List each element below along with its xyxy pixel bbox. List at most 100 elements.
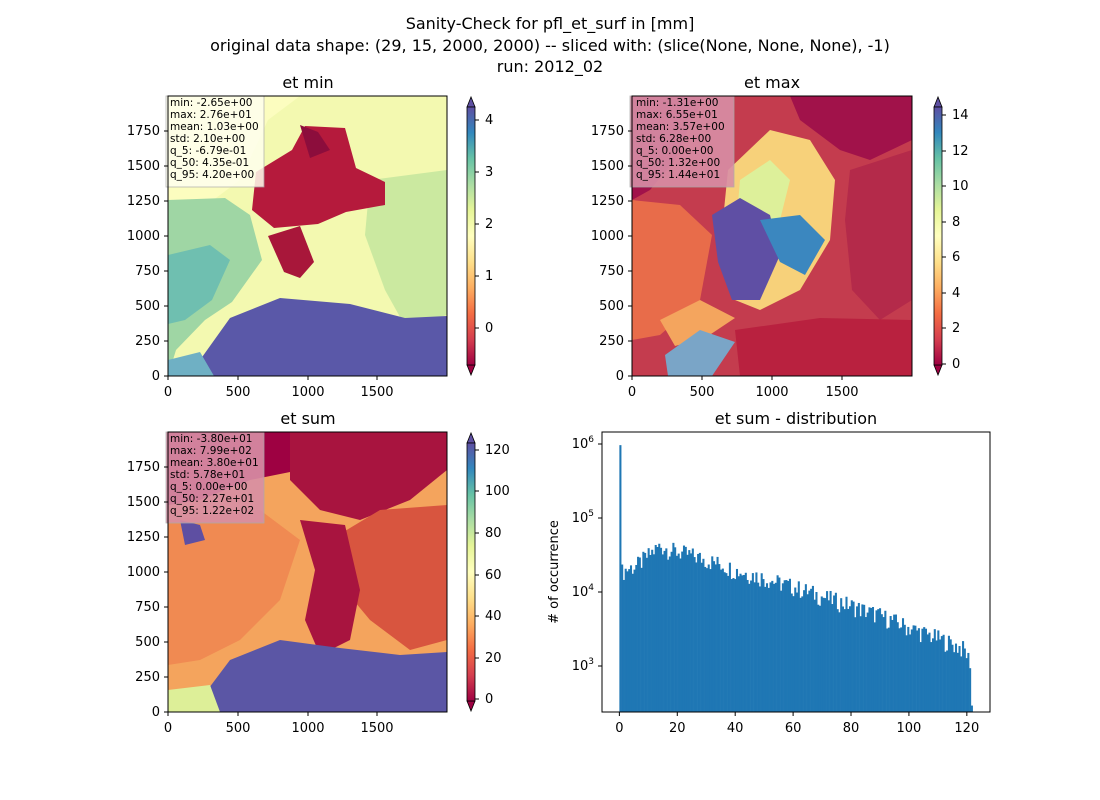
et-max-cb-tick-2: 2 (952, 321, 960, 336)
histogram-bar (810, 588, 813, 712)
et-min-cb-tick-4: 4 (485, 113, 493, 128)
histogram-bar (889, 616, 892, 712)
histogram-bar (660, 547, 663, 712)
histogram-bar (781, 583, 784, 712)
histogram-y-axis-label: # of occurrence (547, 520, 562, 624)
histogram-xtick-label: 0 (615, 721, 623, 736)
histogram-bar (856, 606, 859, 712)
figure-title-line-2: original data shape: (29, 15, 2000, 2000… (210, 36, 890, 55)
histogram-bar (771, 580, 774, 712)
et-sum-cb-tick-60: 60 (485, 568, 502, 583)
et-min-stat-min: min: -2.65e+00 (170, 97, 252, 109)
histogram-bar (919, 642, 922, 712)
histogram-bar (645, 557, 648, 712)
panel-et-min-title: et min (282, 73, 333, 92)
histogram-bar (773, 583, 776, 712)
et-sum-cb-tick-120: 120 (485, 443, 510, 458)
histogram-bar (806, 594, 809, 712)
histogram-bar (834, 592, 837, 712)
et-sum-colorbar: 0 20 40 60 80 100 120 (466, 431, 510, 713)
histogram-bar (758, 586, 761, 712)
histogram-bar (670, 551, 673, 712)
histogram-bar (656, 546, 659, 712)
histogram-bar (794, 587, 797, 712)
histogram-bar (642, 551, 645, 712)
et-min-ytick-750: 750 (135, 264, 160, 279)
et-max-cb-tick-10: 10 (952, 179, 969, 194)
et-sum-x-ticks: 0 500 1000 1500 (164, 712, 394, 736)
et-min-cb-tick-0: 0 (485, 321, 493, 336)
et-max-stats-box (629, 95, 735, 188)
histogram-bar (716, 556, 719, 712)
et-max-colorbar: 0 2 4 6 8 10 12 14 (933, 95, 969, 377)
histogram-bar (836, 609, 839, 712)
histogram-bar (698, 552, 701, 712)
et-sum-ytick-1750: 1750 (127, 460, 160, 475)
histogram-bar (907, 626, 910, 712)
histogram-bar (896, 622, 899, 712)
histogram-bar (619, 445, 622, 712)
histogram-bars (619, 445, 973, 712)
panel-et-sum: et sum min: -3.80e+01 max: 7.99e+02 mean… (127, 409, 510, 736)
et-sum-y-ticks: 0 250 500 750 1000 1250 1500 1750 (127, 460, 168, 720)
histogram-bar (868, 607, 871, 712)
histogram-bar (841, 606, 844, 712)
histogram-bar (820, 596, 823, 712)
histogram-bar (739, 573, 742, 712)
histogram-bar (652, 554, 655, 712)
histogram-bar (900, 627, 903, 712)
histogram-bar (831, 604, 834, 712)
histogram-bar (723, 572, 726, 712)
et-min-stats-box (165, 95, 265, 188)
histogram-frame (601, 431, 991, 713)
et-min-ytick-1000: 1000 (127, 229, 160, 244)
et-sum-ytick-500: 500 (135, 635, 160, 650)
et-sum-xtick-1000: 1000 (291, 721, 324, 736)
et-min-ytick-250: 250 (135, 334, 160, 349)
histogram-bar (801, 596, 804, 712)
panel-et-min: et min min: -2.65e+00 max: 2.76e+01 mean… (127, 73, 493, 400)
et-sum-ytick-250: 250 (135, 670, 160, 685)
histogram-bar (811, 585, 814, 712)
et-min-ytick-1750: 1750 (127, 124, 160, 139)
et-max-ytick-750: 750 (599, 264, 624, 279)
et-max-ytick-500: 500 (599, 299, 624, 314)
histogram-bar (903, 624, 906, 712)
histogram-bar (845, 596, 848, 712)
histogram-bar (667, 559, 670, 712)
et-sum-xtick-1500: 1500 (360, 721, 393, 736)
histogram-bar (705, 568, 708, 712)
histogram-bar (674, 547, 677, 712)
histogram-bar (965, 658, 968, 712)
histogram-bar (732, 578, 735, 712)
histogram-bar (728, 562, 731, 712)
panel-et-max: et max min: -1.31e+00 max: 6.55e+01 mean… (591, 73, 969, 400)
et-min-stat-mean: mean: 1.03e+00 (170, 121, 259, 133)
et-sum-ytick-1000: 1000 (127, 565, 160, 580)
histogram-bar (629, 565, 633, 712)
et-sum-ytick-750: 750 (135, 600, 160, 615)
histogram-bar (822, 597, 825, 712)
histogram-bar (658, 543, 661, 712)
histogram-bar (863, 604, 866, 712)
et-max-stats: min: -1.31e+00 max: 6.55e+01 mean: 3.57e… (636, 97, 725, 181)
histogram-bar (817, 604, 820, 712)
histogram-bar (804, 584, 807, 712)
histogram-bar (780, 590, 783, 712)
histogram-bar (661, 554, 664, 712)
et-sum-stat-mean: mean: 3.80e+01 (170, 457, 259, 469)
et-min-stat-std: std: 2.10e+00 (170, 133, 245, 145)
histogram-bar (787, 581, 790, 712)
histogram-bar (688, 550, 691, 712)
et-sum-cb-tick-40: 40 (485, 609, 502, 624)
et-min-ytick-0: 0 (152, 369, 160, 384)
histogram-bar (712, 561, 716, 712)
histogram-bar (923, 627, 926, 712)
histogram-bar (700, 562, 703, 712)
et-sum-xtick-500: 500 (226, 721, 251, 736)
histogram-bar (697, 553, 700, 712)
histogram-bar (691, 548, 694, 712)
et-min-cb-tick-1: 1 (485, 269, 493, 284)
et-min-stat-q95: q_95: 4.20e+00 (170, 169, 254, 181)
histogram-bar (684, 546, 687, 712)
